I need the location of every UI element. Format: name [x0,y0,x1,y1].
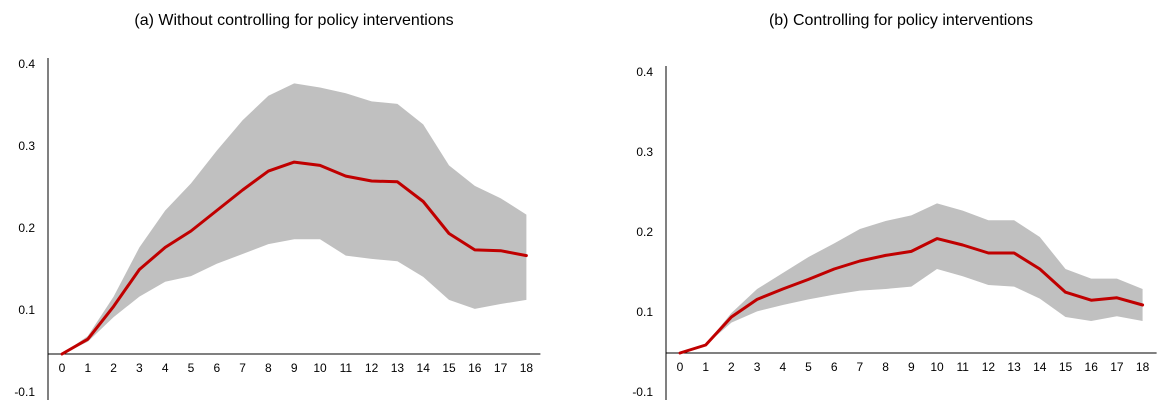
panel-a-xtick-label: 10 [313,361,327,375]
panel-b-ytick-label: 0.3 [636,145,653,159]
panel-b: (b) Controlling for policy interventions… [632,12,1157,400]
panel-b-xtick-label: 7 [857,360,864,374]
panel-a-plot: 0 1 2 3 4 5 6 7 8 9 10 11 12 13 14 15 16 17 18 [47,58,541,400]
panel-b-xtick-label: 18 [1136,360,1150,374]
panel-b-xtick-label: 2 [728,360,735,374]
panel-b-xtick-label: 1 [702,360,709,374]
panel-a-ytick-label: 0.1 [18,303,35,317]
panel-a-confidence-band [62,83,527,355]
panel-a: (a) Without controlling for policy inter… [14,12,541,400]
panel-a-xtick-label: 18 [520,361,534,375]
panel-a-xtick-label: 4 [162,361,169,375]
panel-a-xtick-label: 12 [365,361,379,375]
panel-b-xtick-label: 10 [930,360,944,374]
panel-b-xtick-label: 4 [779,360,786,374]
panel-b-confidence-band [680,203,1143,353]
panel-a-xtick-label: 0 [59,361,66,375]
panel-a-xtick-label: 6 [213,361,220,375]
panel-a-xtick-label: 2 [110,361,117,375]
panel-b-xtick-label: 6 [831,360,838,374]
panel-a-xtick-label: 8 [265,361,272,375]
panel-b-xtick-label: 9 [908,360,915,374]
panel-a-xtick-label: 3 [136,361,143,375]
panel-b-xtick-label: 14 [1033,360,1047,374]
panel-a-series-line [60,160,528,356]
panel-a-ytick-label: -0.1 [14,385,35,399]
panel-b-xtick-label: 5 [805,360,812,374]
panel-b-series-line [678,237,1145,355]
panel-b-xtick-label: 3 [754,360,761,374]
panel-a-xtick-label: 1 [84,361,91,375]
panel-b-xtick-label: 17 [1110,360,1124,374]
panel-a-xtick-label: 16 [468,361,482,375]
panel-b-ytick-label: -0.1 [632,385,653,399]
panel-b-title: (b) Controlling for policy interventions [769,12,1033,29]
panel-b-plot: 0 1 2 3 4 5 6 7 8 9 10 11 12 13 14 15 16 17 18 [665,66,1157,400]
panel-a-xtick-label: 17 [494,361,508,375]
panel-b-y-ticks: 0.4 0.3 0.2 0.1 -0.1 [632,65,653,399]
panel-b-ytick-label: 0.4 [636,65,653,79]
panel-a-ytick-label: 0.2 [18,221,35,235]
panel-a-xtick-label: 11 [340,361,353,375]
panel-a-xtick-label: 9 [291,361,298,375]
panel-a-title: (a) Without controlling for policy inter… [134,12,453,29]
panel-b-xtick-label: 8 [882,360,889,374]
panel-b-ytick-label: 0.2 [636,225,653,239]
panel-b-ytick-label: 0.1 [636,305,653,319]
panel-b-xtick-label: 12 [982,360,996,374]
panel-b-xtick-label: 0 [677,360,684,374]
panel-a-ytick-label: 0.4 [18,57,35,71]
panel-b-xtick-label: 13 [1007,360,1021,374]
panel-a-xtick-label: 7 [239,361,246,375]
panel-b-xtick-label: 15 [1059,360,1073,374]
panel-a-xtick-label: 14 [417,361,431,375]
panel-b-xtick-label: 16 [1085,360,1099,374]
panel-a-xtick-label: 13 [391,361,405,375]
panel-a-xtick-label: 5 [188,361,195,375]
panel-a-xtick-label: 15 [442,361,456,375]
panel-b-xtick-label: 11 [956,360,969,374]
panel-a-y-ticks: 0.4 0.3 0.2 0.1 -0.1 [14,57,35,399]
panel-a-ytick-label: 0.3 [18,139,35,153]
